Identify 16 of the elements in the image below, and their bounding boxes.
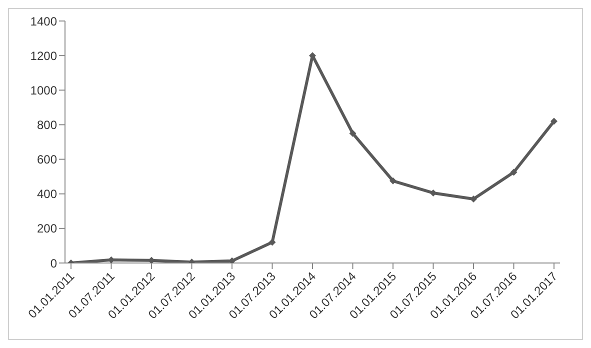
point xyxy=(430,189,437,196)
y-tick-label: 800 xyxy=(36,118,58,132)
point xyxy=(349,130,356,137)
point xyxy=(228,257,236,263)
point xyxy=(550,118,558,125)
point xyxy=(390,177,396,184)
y-tick-label: 200 xyxy=(36,222,58,236)
y-tick-label: 600 xyxy=(36,152,58,167)
point xyxy=(268,238,276,246)
point xyxy=(470,196,477,203)
y-tick-label: 1000 xyxy=(30,83,58,98)
y-tick-label: 1400 xyxy=(30,14,58,28)
y-tick-label: 400 xyxy=(36,187,58,202)
point xyxy=(510,168,518,176)
y-tick-label: 1200 xyxy=(30,48,58,63)
y-tick-label: 0 xyxy=(50,256,58,270)
